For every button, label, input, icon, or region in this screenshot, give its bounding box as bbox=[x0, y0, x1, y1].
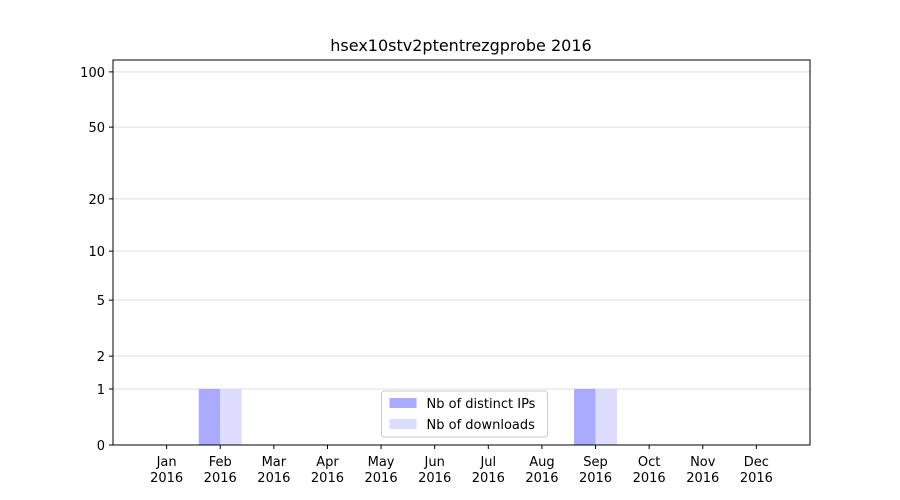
x-tick-label: Aug 2016 bbox=[525, 455, 558, 486]
x-tick-label: Oct 2016 bbox=[633, 455, 666, 486]
y-tick-label: 1 bbox=[97, 383, 105, 398]
legend-swatch bbox=[389, 398, 417, 408]
legend-box bbox=[381, 390, 548, 438]
bar bbox=[220, 388, 242, 445]
bar bbox=[574, 388, 596, 445]
x-tick-label: Feb 2016 bbox=[204, 455, 237, 486]
chart-title: hsex10stv2ptentrezgprobe 2016 bbox=[330, 36, 591, 55]
x-tick-label: Dec 2016 bbox=[740, 455, 773, 486]
legend-label: Nb of distinct IPs bbox=[427, 397, 536, 412]
y-tick-label: 5 bbox=[97, 294, 105, 309]
x-tick-label: Apr 2016 bbox=[311, 455, 344, 486]
x-tick-label: Mar 2016 bbox=[257, 455, 290, 486]
x-tick-label: Jun 2016 bbox=[418, 455, 451, 486]
x-tick-label: Nov 2016 bbox=[686, 455, 719, 486]
plot-frame bbox=[112, 59, 811, 446]
y-tick-label: 2 bbox=[97, 350, 105, 365]
bar bbox=[198, 388, 221, 445]
y-tick-label: 0 bbox=[97, 439, 105, 454]
legend-swatch bbox=[389, 419, 417, 429]
y-tick-label: 10 bbox=[88, 245, 105, 260]
y-tick-label: 100 bbox=[80, 66, 105, 81]
x-tick-label: May 2016 bbox=[365, 455, 398, 486]
x-tick-label: Jul 2016 bbox=[472, 455, 505, 486]
x-tick-label: Sep 2016 bbox=[579, 455, 612, 486]
x-tick-label: Jan 2016 bbox=[150, 455, 183, 486]
bar bbox=[595, 388, 617, 445]
legend-label: Nb of downloads bbox=[427, 418, 536, 433]
y-tick-label: 50 bbox=[88, 121, 105, 136]
y-tick-label: 20 bbox=[88, 193, 105, 208]
